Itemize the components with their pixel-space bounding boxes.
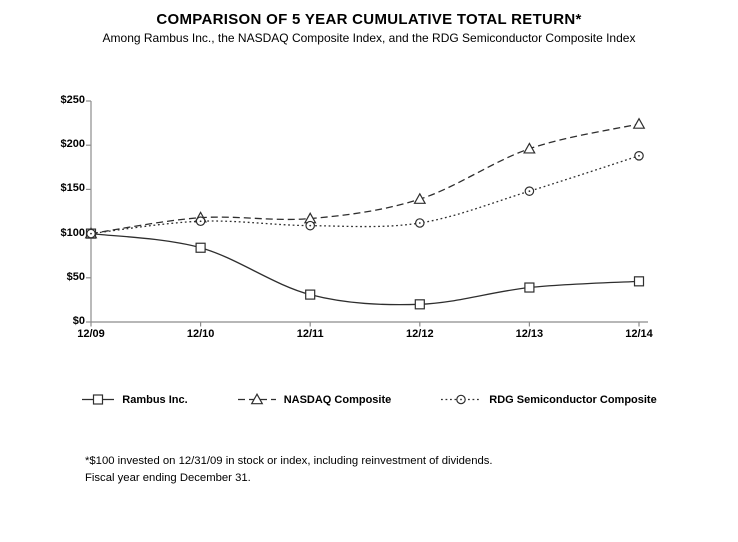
circle-marker-dot [460, 398, 463, 401]
triangle-marker-icon [250, 393, 264, 405]
dotted-line-circle-marker-icon [441, 394, 482, 405]
x-axis-tick-label: 12/10 [186, 328, 215, 340]
footnote-line-1: *$100 invested on 12/31/09 in stock or i… [85, 455, 493, 467]
chart-title: COMPARISON OF 5 YEAR CUMULATIVE TOTAL RE… [156, 11, 582, 28]
series-line [90, 123, 640, 235]
chart-subtitle: Among Rambus Inc., the NASDAQ Composite … [102, 31, 636, 45]
triangle-marker-icon [523, 142, 536, 154]
series-line [90, 232, 640, 306]
x-axis-tick-label: 12/09 [77, 328, 105, 340]
circle-marker-dot [199, 220, 202, 223]
triangle-marker-icon [632, 117, 646, 129]
circle-marker-dot [309, 224, 312, 227]
square-marker-icon [195, 242, 206, 253]
solid-line-square-marker-icon [82, 394, 115, 405]
square-marker-icon [305, 289, 316, 300]
x-axis-tick-label: 12/13 [515, 328, 544, 340]
y-axis-tick-label: $50 [66, 270, 85, 283]
legend-item-nasdaq: NASDAQ Composite [237, 393, 392, 406]
legend-item-rambus: Rambus Inc. [81, 393, 188, 406]
square-marker-icon [414, 299, 425, 310]
circle-marker-dot [528, 190, 531, 193]
legend-label-rambus: Rambus Inc. [122, 393, 188, 406]
circle-marker-dot [90, 232, 92, 235]
y-axis-tick-label: $0 [72, 315, 85, 327]
circle-marker-dot [418, 222, 421, 224]
legend-label-nasdaq: NASDAQ Composite [283, 393, 392, 406]
y-axis-tick-label: $150 [60, 182, 85, 195]
x-axis-tick-label: 12/11 [296, 328, 324, 340]
y-axis-tick-label: $200 [60, 138, 85, 151]
dashed-line-triangle-marker-icon [237, 393, 276, 405]
square-marker-icon [633, 276, 645, 287]
legend-item-rdg: RDG Semiconductor Composite [440, 393, 657, 406]
x-axis-tick-label: 12/12 [406, 328, 434, 340]
triangle-marker-icon [413, 192, 427, 204]
y-axis-tick-label: $100 [60, 226, 85, 239]
series-line [90, 155, 640, 235]
x-axis-tick-label: 12/14 [625, 328, 653, 340]
square-marker-icon [93, 394, 104, 405]
square-marker-icon [524, 282, 535, 293]
footnote-line-2: Fiscal year ending December 31. [85, 471, 251, 484]
legend: Rambus Inc. NASDAQ Composite RDG Semicon… [0, 393, 738, 406]
circle-marker-dot [638, 154, 640, 157]
footnote: *$100 invested on 12/31/09 in stock or i… [85, 453, 493, 486]
legend-label-rdg: RDG Semiconductor Composite [489, 393, 657, 406]
y-axis-tick-label: $250 [60, 94, 85, 106]
